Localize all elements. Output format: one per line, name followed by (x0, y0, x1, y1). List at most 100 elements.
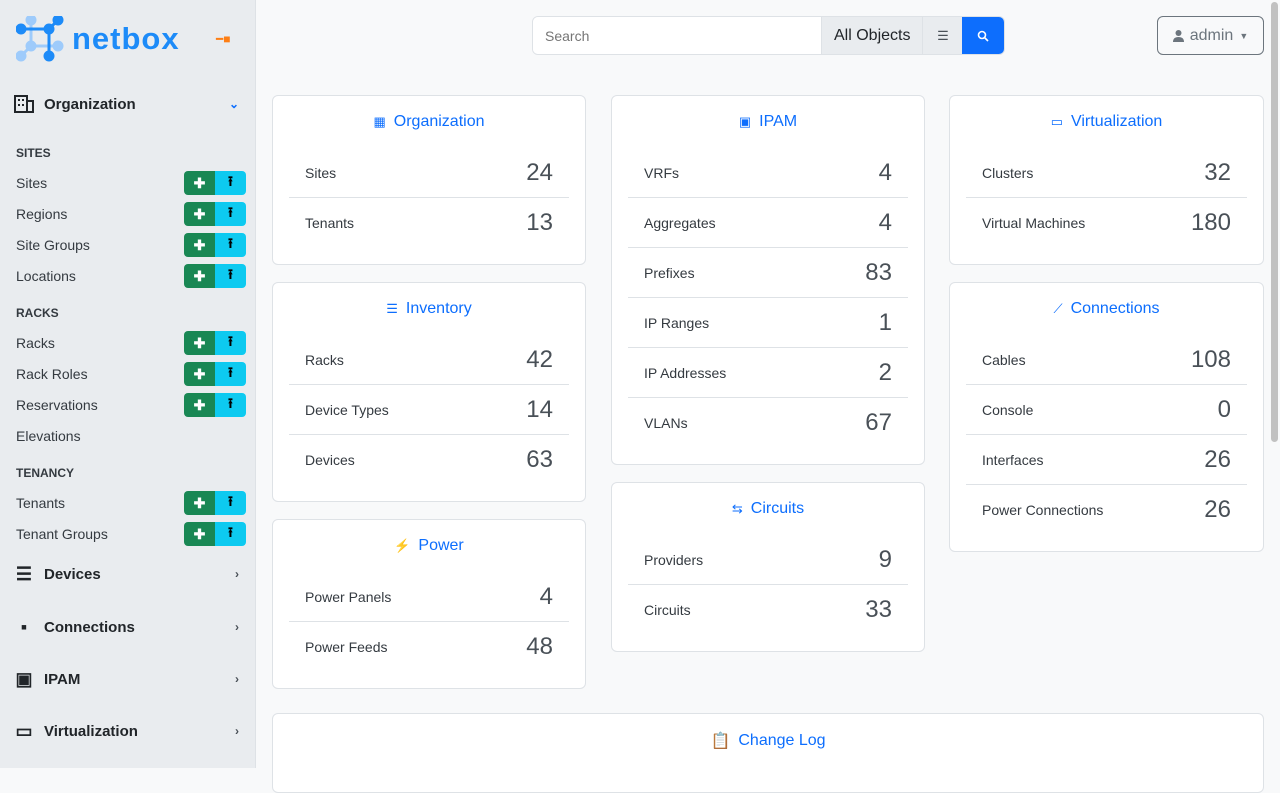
row-label[interactable]: IP Ranges (644, 314, 710, 331)
card-row[interactable]: Devices 63 (289, 435, 569, 485)
sidebar-section-organization[interactable]: Organization ⌄ (14, 94, 239, 114)
card-row[interactable]: Power Feeds 48 (289, 622, 569, 672)
card-title[interactable]: Inventory (405, 300, 472, 317)
add-button[interactable]: ✚ (184, 171, 215, 195)
import-button[interactable]: ⭱ (215, 522, 246, 546)
card-title[interactable]: Organization (393, 113, 485, 130)
row-label[interactable]: Circuits (644, 602, 691, 618)
card-header[interactable]: ⟋ Connections (966, 283, 1247, 335)
card-row[interactable]: Interfaces 26 (966, 435, 1247, 485)
sidebar-section[interactable]: ▭ Virtualization › (14, 721, 239, 741)
row-label[interactable]: Interfaces (982, 451, 1044, 468)
import-button[interactable]: ⭱ (215, 331, 246, 355)
search-button[interactable] (962, 17, 1005, 54)
card-header[interactable]: ▣ IPAM (628, 96, 908, 148)
add-button[interactable]: ✚ (184, 491, 215, 515)
card-header[interactable]: ⚡ Power (289, 520, 569, 572)
row-label[interactable]: Devices (305, 452, 355, 468)
card-row[interactable]: VLANs 67 (628, 398, 908, 448)
card-row[interactable]: Circuits 33 (628, 585, 908, 635)
row-label[interactable]: Providers (644, 551, 704, 568)
card-row[interactable]: Power Connections 26 (966, 485, 1247, 535)
card-title[interactable]: IPAM (759, 113, 798, 130)
card-row[interactable]: Virtual Machines 180 (966, 198, 1247, 248)
card-row[interactable]: Tenants 13 (289, 198, 569, 248)
card-row[interactable]: Prefixes 83 (628, 248, 908, 298)
item-actions: ✚ ⭱ (184, 233, 246, 257)
add-button[interactable]: ✚ (184, 522, 215, 546)
card-row[interactable]: Device Types 14 (289, 385, 569, 435)
object-type-select[interactable]: All Objects (821, 17, 923, 54)
row-label[interactable]: Prefixes (644, 264, 695, 281)
card-row[interactable]: VRFs 4 (628, 148, 908, 198)
import-button[interactable]: ⭱ (215, 202, 246, 226)
row-label[interactable]: Sites (305, 164, 337, 181)
card-header[interactable]: ▦ Organization (289, 96, 569, 148)
netbox-logo[interactable]: netbox (16, 16, 180, 62)
import-button[interactable]: ⭱ (215, 393, 246, 417)
search-input[interactable] (533, 17, 821, 54)
ipam-icon: ▣ (15, 668, 33, 689)
row-label[interactable]: Device Types (305, 401, 389, 418)
row-label[interactable]: Tenants (305, 215, 355, 231)
sidebar-item[interactable]: Site Groups ✚ ⭱ (16, 233, 246, 257)
card-row[interactable]: Sites 24 (289, 148, 569, 198)
card-header[interactable]: ▭ Virtualization (966, 96, 1247, 148)
import-button[interactable]: ⭱ (215, 233, 246, 257)
card-row[interactable]: Aggregates 4 (628, 198, 908, 248)
sidebar-item[interactable]: Racks ✚ ⭱ (16, 331, 246, 355)
sidebar-section[interactable]: ▣ IPAM › (14, 669, 239, 689)
add-button[interactable]: ✚ (184, 264, 215, 288)
sidebar-item[interactable]: Sites ✚ ⭱ (16, 171, 246, 195)
row-label[interactable]: Aggregates (644, 214, 716, 231)
scrollbar[interactable] (1271, 2, 1278, 442)
sidebar-item[interactable]: Reservations ✚ ⭱ (16, 393, 246, 417)
add-button[interactable]: ✚ (184, 393, 215, 417)
card-title[interactable]: Circuits (750, 500, 805, 517)
add-button[interactable]: ✚ (184, 233, 215, 257)
card-row[interactable]: Providers 9 (628, 535, 908, 585)
card-title[interactable]: Power (418, 537, 464, 554)
sidebar-item[interactable]: Locations ✚ ⭱ (16, 264, 246, 288)
sidebar-item[interactable]: Rack Roles ✚ ⭱ (16, 362, 246, 386)
import-button[interactable]: ⭱ (215, 491, 246, 515)
sidebar-item[interactable]: Tenant Groups ✚ ⭱ (16, 522, 246, 546)
row-label[interactable]: VLANs (644, 415, 688, 431)
card-row[interactable]: Console 0 (966, 385, 1247, 435)
row-label[interactable]: Console (982, 401, 1034, 418)
row-label[interactable]: Clusters (982, 164, 1034, 181)
card-row[interactable]: IP Ranges 1 (628, 298, 908, 348)
card-title[interactable]: Virtualization (1070, 113, 1163, 130)
row-label[interactable]: Cables (982, 351, 1026, 368)
row-label[interactable]: Power Panels (305, 588, 392, 605)
row-label[interactable]: Power Feeds (305, 639, 388, 655)
card-row[interactable]: IP Addresses 2 (628, 348, 908, 398)
row-label[interactable]: IP Addresses (644, 364, 727, 381)
sidebar-section[interactable]: ▪ Connections › (14, 617, 239, 637)
add-button[interactable]: ✚ (184, 202, 215, 226)
add-button[interactable]: ✚ (184, 331, 215, 355)
sidebar-item[interactable]: Tenants ✚ ⭱ (16, 491, 246, 515)
import-button[interactable]: ⭱ (215, 362, 246, 386)
row-label[interactable]: Power Connections (982, 502, 1104, 518)
sidebar-item[interactable]: Regions ✚ ⭱ (16, 202, 246, 226)
import-button[interactable]: ⭱ (215, 171, 246, 195)
card-row[interactable]: Racks 42 (289, 335, 569, 385)
row-label[interactable]: Virtual Machines (982, 215, 1086, 231)
card-header[interactable]: ☰ Inventory (289, 283, 569, 335)
row-label[interactable]: Racks (305, 351, 344, 368)
sidebar-section[interactable]: ☰ Devices › (14, 564, 239, 584)
row-label[interactable]: VRFs (644, 164, 679, 181)
add-button[interactable]: ✚ (184, 362, 215, 386)
card-row[interactable]: Power Panels 4 (289, 572, 569, 622)
card-row[interactable]: Clusters 32 (966, 148, 1247, 198)
card-row[interactable]: Cables 108 (966, 335, 1247, 385)
card-header[interactable]: ⇆ Circuits (628, 483, 908, 535)
user-menu-button[interactable]: admin ▼ (1157, 16, 1264, 55)
card-title[interactable]: Connections (1070, 300, 1160, 317)
sidebar-item[interactable]: Elevations (16, 424, 246, 448)
pin-icon[interactable]: ━■ (216, 32, 231, 46)
sidebar-item-label: Locations (16, 268, 76, 284)
import-button[interactable]: ⭱ (215, 264, 246, 288)
filter-button[interactable]: ☰ (922, 17, 963, 54)
